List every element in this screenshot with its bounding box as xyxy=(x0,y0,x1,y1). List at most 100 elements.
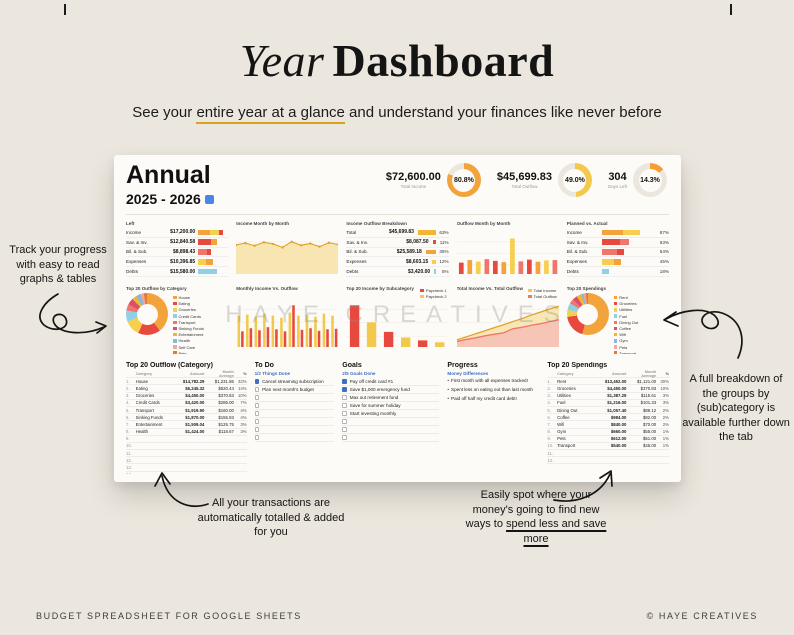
panel-title: Income Outflow Breakdown xyxy=(346,221,407,226)
checkbox[interactable] xyxy=(254,419,260,424)
panel-total-io: Total Income Vs. Total Outflow Total Inc… xyxy=(456,286,559,354)
table-row: 11. xyxy=(547,450,669,458)
table-row: 2. Eating $6,245.32 $520.44 14% xyxy=(126,385,247,393)
checklist-item: Start investing monthly xyxy=(342,410,440,418)
stat-label: Days Left xyxy=(607,184,627,189)
goals-progress-link[interactable]: 2/5 Goals Done xyxy=(342,371,376,376)
checkbox[interactable] xyxy=(342,435,347,440)
stat-donut: 14.3% xyxy=(633,163,667,197)
legend-item: Utilities xyxy=(613,307,638,312)
stat-value: $45,699.83 xyxy=(496,171,552,183)
checklist-item xyxy=(342,418,440,426)
checkbox[interactable] xyxy=(342,419,347,424)
stat-donut-pct: 49.0% xyxy=(563,168,587,192)
legend-item: Wifi xyxy=(613,332,638,337)
checkbox[interactable] xyxy=(342,395,347,400)
table-row: 14. xyxy=(126,472,247,474)
checklist-item xyxy=(254,394,335,402)
stat-text: $45,699.83 Total Outflow xyxy=(497,171,552,189)
checklist-item: Save $1,000 emergency fund xyxy=(342,386,440,394)
stat-donut-pct: 80.8% xyxy=(452,168,476,192)
goals-list: Pay off credit card #1 Save $1,000 emerge… xyxy=(342,378,440,442)
checklist-item: Pay off credit card #1 xyxy=(342,378,440,386)
table-header-row: Category Amount Month Average% xyxy=(547,370,669,379)
checklist-item: Cancel streaming subscription xyxy=(254,378,335,386)
stat-donut: 80.8% xyxy=(446,163,481,197)
subtitle-pre: See your xyxy=(132,104,197,121)
income-subcat-chart xyxy=(346,305,449,347)
edit-icon[interactable] xyxy=(204,194,214,204)
outflow-category-table: Category Amount Month Average% 1. House $14,7… xyxy=(126,370,247,474)
money-left-row: Sav. & Inv. $12,840.58 xyxy=(126,238,229,248)
table-row: 9. Pets $612.00 $51.00 1% xyxy=(547,436,669,443)
checklist-item xyxy=(254,426,335,434)
todo-progress-link[interactable]: 1/2 Things Done xyxy=(254,371,291,376)
checkbox[interactable] xyxy=(254,411,260,416)
donut-wrap: House Eating Groceries Credit Cards Transpor… xyxy=(126,293,228,354)
money-differences-link[interactable]: Money Differences xyxy=(447,371,489,376)
legend-item: Gym xyxy=(613,338,638,343)
corner-mark-right xyxy=(730,4,732,15)
legend-item: Coffee xyxy=(613,326,638,331)
legend-item: Groceries xyxy=(173,307,204,312)
checkbox[interactable] xyxy=(254,395,260,400)
panel-outflow-category-donut: Top 20 Outflow by Category House Eating Gr… xyxy=(126,286,228,354)
legend-item: Dining Out xyxy=(613,320,638,325)
breakdown-row: Total $45,699.83 63% xyxy=(346,228,449,238)
todo-list: Cancel streaming subscription Plan next m… xyxy=(254,378,335,442)
stat-text: 304 Days Left xyxy=(608,171,627,189)
dashboard-header: Annual 2025 - 2026 $72,600.00 Total Incom… xyxy=(126,163,669,207)
checklist-item: Save for summer holiday xyxy=(342,402,440,410)
title-word-year: Year xyxy=(239,35,325,86)
table-row: 12. xyxy=(547,457,669,465)
breakdown-row: Bil. & Sub. $25,589.18 35% xyxy=(346,248,449,258)
checkbox[interactable] xyxy=(342,411,347,416)
income-month-chart xyxy=(236,240,339,274)
panel-outflow-table: Top 20 Outflow (Category) Category Amount… xyxy=(126,362,247,474)
checklist-item xyxy=(254,434,335,442)
table-row: 13. xyxy=(126,464,247,472)
table-row: 12. xyxy=(126,457,247,465)
subtitle-highlight: entire year at a glance xyxy=(196,104,345,124)
panel-title: To Do xyxy=(254,362,274,369)
planned-actual-row: Debts 18% xyxy=(566,267,669,277)
legend-item: Pets xyxy=(613,345,638,350)
checkbox[interactable] xyxy=(254,427,260,432)
swirl-arrow-left xyxy=(39,293,107,334)
outflow-breakdown-table: Total $45,699.83 63% Sav. & Inv. $8,087.50 11… xyxy=(346,228,449,277)
planned-actual-row: Expenses 45% xyxy=(566,257,669,268)
legend-item: Sinking Funds xyxy=(173,326,204,331)
checkbox[interactable] xyxy=(342,427,347,432)
panel-title: Left xyxy=(126,221,135,226)
total-io-legend: Total Income Total Outflow xyxy=(526,287,559,300)
panel-title: Top 20 Outflow (Category) xyxy=(126,362,213,369)
panel-income-month: Income Month by Month xyxy=(236,221,339,279)
legend-item: Transport xyxy=(613,351,638,354)
checkbox[interactable] xyxy=(254,435,260,440)
dashboard-card: Annual 2025 - 2026 $72,600.00 Total Incom… xyxy=(114,155,681,482)
checkbox[interactable] xyxy=(342,403,347,408)
donut-hole xyxy=(136,303,158,325)
progress-item: • First month with all expenses tracked! xyxy=(447,378,528,383)
checkbox[interactable] xyxy=(254,379,260,384)
stat-label: Total Income xyxy=(400,184,427,189)
legend-item: Self Care xyxy=(173,345,204,350)
checkbox[interactable] xyxy=(254,387,260,392)
checkbox[interactable] xyxy=(254,403,260,408)
checkbox[interactable] xyxy=(342,379,347,384)
panel-monthly-io: Monthly Income Vs. Outflow xyxy=(236,286,339,354)
annotation-left: Track your progress with easy to read gr… xyxy=(9,244,107,286)
spendings-table: Category Amount Month Average% 1. Rent $13,45… xyxy=(547,370,669,465)
checkbox[interactable] xyxy=(342,387,347,392)
panel-outflow-month: Outflow Month by Month xyxy=(456,221,559,279)
outflow-category-donut xyxy=(126,293,168,335)
donut-hole xyxy=(577,303,599,325)
table-row: 8. Gym $660.00 $55.00 1% xyxy=(547,429,669,436)
panel-goals: Goals 2/5 Goals Done Pay off credit card… xyxy=(342,362,440,474)
stats-row: $72,600.00 Total Income 80.8% $45,699.83 Tot… xyxy=(386,163,669,197)
panel-title: Top 20 Spendings xyxy=(566,286,607,291)
breakdown-row: Debts $3,420.00 5% xyxy=(346,267,449,277)
table-row: 8. Health $1,424.00 $118.67 3% xyxy=(126,429,247,436)
table-row: 1. House $14,782.29 $1,231.86 32% xyxy=(126,378,247,386)
total-io-chart xyxy=(456,305,559,347)
